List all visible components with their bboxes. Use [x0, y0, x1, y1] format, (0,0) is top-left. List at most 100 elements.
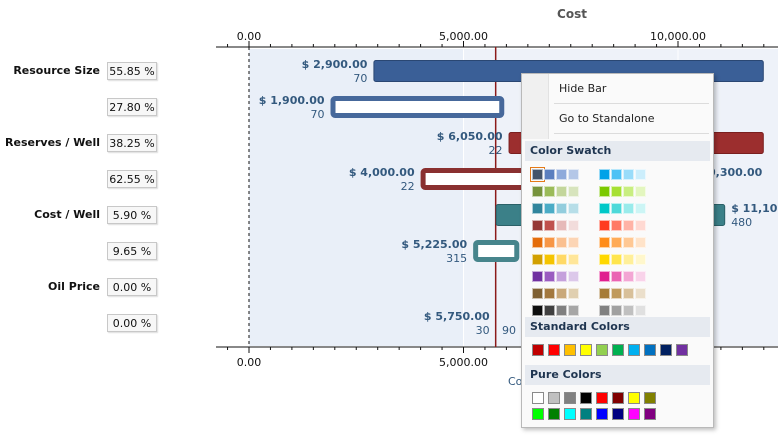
pure-color[interactable] — [532, 392, 544, 404]
color-swatch[interactable] — [556, 169, 567, 180]
color-swatch[interactable] — [532, 203, 543, 214]
color-swatch[interactable] — [635, 305, 646, 316]
color-swatch[interactable] — [599, 305, 610, 316]
color-swatch[interactable] — [623, 203, 634, 214]
color-swatch[interactable] — [532, 271, 543, 282]
color-swatch[interactable] — [623, 169, 634, 180]
color-swatch[interactable] — [556, 237, 567, 248]
hide-bar-menu-item[interactable]: Hide Bar — [559, 82, 607, 95]
pure-color[interactable] — [564, 392, 576, 404]
pure-color[interactable] — [628, 392, 640, 404]
color-swatch[interactable] — [568, 288, 579, 299]
color-swatch[interactable] — [611, 271, 622, 282]
standard-color[interactable] — [596, 344, 608, 356]
color-swatch[interactable] — [532, 305, 543, 316]
color-swatch[interactable] — [623, 271, 634, 282]
standard-color[interactable] — [612, 344, 624, 356]
color-swatch[interactable] — [532, 254, 543, 265]
color-swatch[interactable] — [568, 305, 579, 316]
color-swatch[interactable] — [544, 203, 555, 214]
color-swatch[interactable] — [556, 305, 567, 316]
standard-color[interactable] — [564, 344, 576, 356]
color-swatch[interactable] — [599, 203, 610, 214]
color-swatch[interactable] — [544, 271, 555, 282]
pure-color[interactable] — [644, 408, 656, 420]
color-swatch[interactable] — [568, 186, 579, 197]
color-swatch[interactable] — [611, 254, 622, 265]
color-swatch[interactable] — [568, 237, 579, 248]
standard-color[interactable] — [532, 344, 544, 356]
color-swatch[interactable] — [611, 237, 622, 248]
color-swatch[interactable] — [623, 237, 634, 248]
color-swatch[interactable] — [611, 305, 622, 316]
pure-color[interactable] — [580, 392, 592, 404]
color-swatch[interactable] — [568, 203, 579, 214]
color-swatch[interactable] — [530, 167, 545, 182]
color-swatch[interactable] — [611, 203, 622, 214]
color-swatch[interactable] — [635, 203, 646, 214]
pure-color[interactable] — [612, 392, 624, 404]
color-swatch[interactable] — [568, 254, 579, 265]
color-swatch[interactable] — [635, 186, 646, 197]
color-swatch[interactable] — [635, 237, 646, 248]
standard-color[interactable] — [660, 344, 672, 356]
color-swatch[interactable] — [599, 288, 610, 299]
color-swatch[interactable] — [556, 203, 567, 214]
color-swatch[interactable] — [544, 169, 555, 180]
color-swatch[interactable] — [599, 169, 610, 180]
color-swatch[interactable] — [544, 305, 555, 316]
pure-color[interactable] — [612, 408, 624, 420]
color-swatch[interactable] — [635, 288, 646, 299]
color-swatch[interactable] — [635, 271, 646, 282]
color-swatch[interactable] — [556, 186, 567, 197]
color-swatch[interactable] — [599, 271, 610, 282]
color-swatch[interactable] — [599, 237, 610, 248]
color-swatch[interactable] — [623, 186, 634, 197]
color-swatch[interactable] — [635, 254, 646, 265]
pure-color[interactable] — [548, 408, 560, 420]
color-swatch[interactable] — [556, 271, 567, 282]
color-swatch[interactable] — [623, 220, 634, 231]
pure-color[interactable] — [580, 408, 592, 420]
standard-color[interactable] — [548, 344, 560, 356]
pure-color[interactable] — [596, 392, 608, 404]
color-swatch[interactable] — [623, 254, 634, 265]
standard-color[interactable] — [628, 344, 640, 356]
pure-color[interactable] — [644, 392, 656, 404]
color-swatch[interactable] — [599, 220, 610, 231]
color-swatch[interactable] — [544, 254, 555, 265]
standard-color[interactable] — [676, 344, 688, 356]
color-swatch[interactable] — [544, 237, 555, 248]
color-swatch[interactable] — [532, 237, 543, 248]
color-swatch[interactable] — [611, 169, 622, 180]
color-swatch[interactable] — [599, 254, 610, 265]
color-swatch[interactable] — [532, 186, 543, 197]
color-swatch[interactable] — [611, 186, 622, 197]
color-swatch[interactable] — [568, 271, 579, 282]
pure-color[interactable] — [564, 408, 576, 420]
color-swatch[interactable] — [635, 220, 646, 231]
color-swatch[interactable] — [611, 288, 622, 299]
color-swatch[interactable] — [544, 186, 555, 197]
go-standalone-menu-item[interactable]: Go to Standalone — [559, 112, 655, 125]
color-swatch[interactable] — [544, 220, 555, 231]
bar-context-menu[interactable]: Hide Bar Go to Standalone Color Swatch S… — [521, 73, 714, 428]
color-swatch[interactable] — [623, 288, 634, 299]
color-swatch[interactable] — [532, 220, 543, 231]
color-swatch[interactable] — [544, 288, 555, 299]
color-swatch[interactable] — [599, 186, 610, 197]
color-swatch[interactable] — [568, 169, 579, 180]
color-swatch[interactable] — [556, 254, 567, 265]
color-swatch[interactable] — [635, 169, 646, 180]
color-swatch[interactable] — [556, 288, 567, 299]
color-swatch[interactable] — [556, 220, 567, 231]
pure-color[interactable] — [628, 408, 640, 420]
pure-color[interactable] — [548, 392, 560, 404]
color-swatch[interactable] — [568, 220, 579, 231]
pure-color[interactable] — [532, 408, 544, 420]
standard-color[interactable] — [580, 344, 592, 356]
color-swatch[interactable] — [611, 220, 622, 231]
pure-color[interactable] — [596, 408, 608, 420]
color-swatch[interactable] — [532, 288, 543, 299]
standard-color[interactable] — [644, 344, 656, 356]
